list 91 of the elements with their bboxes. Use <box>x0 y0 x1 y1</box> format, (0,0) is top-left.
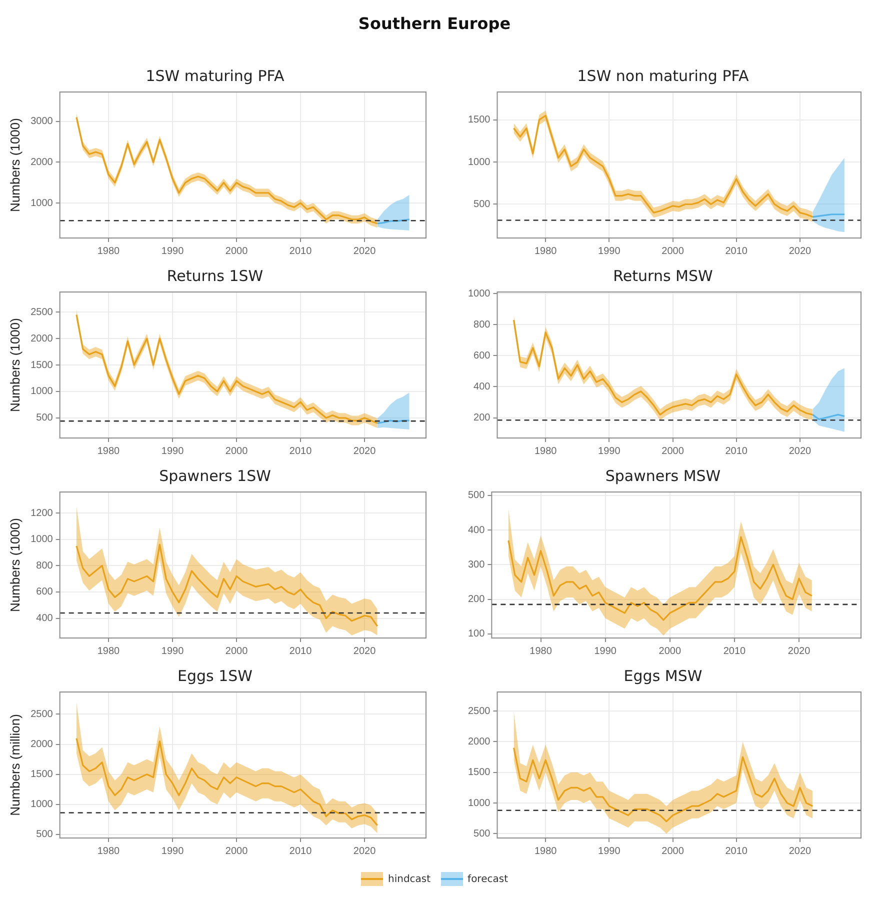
chart-title: Eggs 1SW <box>178 666 253 685</box>
x-tick-label: 2020 <box>788 846 812 857</box>
x-tick-label: 1990 <box>161 446 184 457</box>
x-tick-label: 2000 <box>658 646 682 657</box>
chart-title: Spawners MSW <box>605 466 721 485</box>
chart-title: Returns 1SW <box>166 266 264 285</box>
y-tick-label: 500 <box>474 828 491 840</box>
x-tick-label: 1990 <box>598 846 621 857</box>
x-tick-label: 2000 <box>225 246 248 257</box>
y-tick-label: 1000 <box>30 534 54 546</box>
x-tick-label: 2000 <box>225 646 248 657</box>
y-tick-label: 400 <box>468 524 486 536</box>
x-tick-label: 2020 <box>353 846 376 857</box>
y-tick-label: 1500 <box>30 769 54 780</box>
x-tick-label: 1980 <box>530 646 552 657</box>
x-tick-label: 1980 <box>534 846 558 857</box>
x-tick-label: 1980 <box>97 446 120 457</box>
chart-title: Spawners 1SW <box>159 466 272 485</box>
y-tick-label: 1000 <box>30 386 54 398</box>
x-tick-label: 2000 <box>225 446 248 457</box>
y-tick-label: 2500 <box>30 708 54 720</box>
legend-label: forecast <box>468 874 508 884</box>
x-tick-label: 2020 <box>353 246 376 257</box>
chart-title: 1SW non maturing PFA <box>577 66 750 85</box>
y-tick-label: 1000 <box>30 198 54 209</box>
chart-title: Returns MSW <box>613 266 713 285</box>
x-tick-label: 1980 <box>534 246 558 257</box>
x-tick-label: 1980 <box>97 646 120 657</box>
y-tick-label: 1000 <box>468 156 491 168</box>
x-tick-label: 2010 <box>289 446 312 457</box>
x-tick-label: 1980 <box>534 446 558 457</box>
y-tick-label: 1000 <box>468 288 491 300</box>
y-tick-label: 2000 <box>30 333 54 344</box>
y-tick-label: 1200 <box>30 508 54 519</box>
x-tick-label: 2010 <box>289 246 312 257</box>
chart-title: 1SW maturing PFA <box>146 66 286 85</box>
y-tick-label: 500 <box>468 490 486 502</box>
y-tick-label: 600 <box>474 350 491 362</box>
y-tick-label: 500 <box>474 198 491 210</box>
y-tick-label: 2000 <box>30 739 54 750</box>
x-tick-label: 2000 <box>225 846 248 857</box>
y-tick-label: 200 <box>468 594 486 605</box>
x-tick-label: 2010 <box>723 646 746 657</box>
y-tick-label: 1000 <box>468 798 491 809</box>
x-tick-label: 2000 <box>662 846 684 857</box>
y-axis-title: Numbers (million) <box>7 714 22 816</box>
y-tick-label: 3000 <box>30 116 54 128</box>
x-tick-label: 1990 <box>598 446 621 457</box>
x-tick-label: 1990 <box>594 646 617 657</box>
x-tick-label: 2020 <box>353 446 376 457</box>
x-tick-label: 1990 <box>161 646 184 657</box>
x-tick-label: 2010 <box>289 846 312 857</box>
x-tick-label: 2000 <box>662 246 684 257</box>
y-tick-label: 500 <box>36 829 54 840</box>
y-tick-label: 800 <box>36 560 54 572</box>
y-tick-label: 300 <box>468 559 486 570</box>
x-tick-label: 2020 <box>788 246 812 257</box>
y-axis-title: Numbers (1000) <box>7 318 22 412</box>
y-tick-label: 2000 <box>468 736 491 748</box>
x-tick-label: 2020 <box>788 646 811 657</box>
x-tick-label: 2010 <box>725 246 748 257</box>
y-tick-label: 600 <box>36 586 54 598</box>
x-tick-label: 2020 <box>353 646 376 657</box>
text: Southern Europe <box>357 14 512 33</box>
chart-title: Eggs MSW <box>624 666 702 685</box>
y-tick-label: 2500 <box>468 706 491 717</box>
y-tick-label: 500 <box>36 412 54 424</box>
y-tick-label: 1500 <box>468 114 491 126</box>
y-tick-label: 2000 <box>30 156 54 168</box>
x-tick-label: 1990 <box>598 246 621 257</box>
x-tick-label: 2010 <box>725 846 748 857</box>
x-tick-label: 2010 <box>725 446 748 457</box>
x-tick-label: 2010 <box>289 646 312 657</box>
y-tick-label: 2500 <box>30 306 54 318</box>
y-tick-label: 400 <box>36 613 54 624</box>
x-tick-label: 1980 <box>97 246 120 257</box>
y-tick-label: 1500 <box>468 767 491 778</box>
y-tick-label: 200 <box>474 412 491 424</box>
y-tick-label: 1000 <box>30 799 54 810</box>
y-axis-title: Numbers (1000) <box>7 518 22 612</box>
y-axis-title: Numbers (1000) <box>7 118 22 212</box>
x-tick-label: 2000 <box>662 446 684 457</box>
y-tick-label: 100 <box>468 628 486 640</box>
x-tick-label: 1980 <box>97 846 120 857</box>
x-tick-label: 2020 <box>788 446 812 457</box>
legend-label: hindcast <box>388 874 431 884</box>
y-tick-label: 800 <box>474 319 491 330</box>
y-tick-label: 400 <box>474 381 491 392</box>
y-tick-label: 1500 <box>30 360 54 371</box>
x-tick-label: 1990 <box>161 246 184 257</box>
x-tick-label: 1990 <box>161 846 184 857</box>
